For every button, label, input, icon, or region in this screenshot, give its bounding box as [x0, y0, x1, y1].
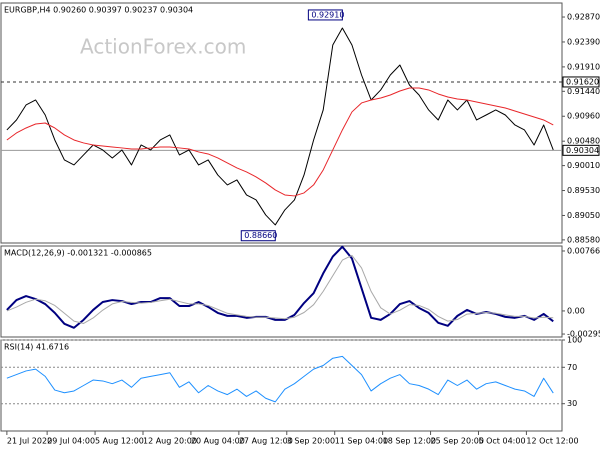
x-tick-label: 11 Sep 04:00: [335, 437, 388, 446]
x-tick-label: 27 Aug 12:00: [239, 437, 293, 446]
y-tick-label: 30: [567, 399, 577, 408]
x-tick-label: 25 Sep 20:00: [431, 437, 484, 446]
x-tick-label: 5 Aug 12:00: [95, 437, 144, 446]
x-tick-label: 3 Sep 20:00: [287, 437, 335, 446]
series-line: [6, 254, 554, 324]
series-line: [6, 355, 554, 403]
panel-title: EURGBP,H4 0.90260 0.90397 0.90237 0.9030…: [4, 6, 193, 15]
panel-title: RSI(14) 41.6716: [4, 343, 69, 352]
y-tick-label: 0.91440: [567, 87, 600, 96]
series-line: [6, 245, 554, 329]
x-tick-label: 12 Aug 20:00: [143, 437, 197, 446]
y-tick-label: -0.002952: [567, 330, 600, 339]
y-tick-label: 0.92390: [567, 37, 600, 46]
price-annotation: 0.92910: [311, 10, 344, 19]
x-tick-label: 12 Oct 12:00: [526, 437, 578, 446]
price-annotation-box: [240, 230, 276, 242]
y-tick-label: 0.00: [567, 306, 585, 315]
watermark: ActionForex.com: [80, 35, 246, 59]
price-annotation-box: [307, 9, 343, 21]
level-label: 0.91620: [566, 77, 599, 86]
x-tick-label: 20 Aug 04:00: [191, 437, 245, 446]
y-tick-label: 0.89050: [567, 211, 600, 220]
level-label-box: [562, 76, 600, 88]
y-tick-label: 0.90480: [567, 137, 600, 146]
y-tick-label: 0.91910: [567, 62, 600, 71]
panel-frame: [0, 2, 563, 244]
y-tick-label: 70: [567, 363, 577, 372]
panel-title: MACD(12,26,9) -0.001321 -0.000865: [4, 249, 152, 258]
panel-frame: [0, 245, 563, 338]
y-tick-label: 0.90960: [567, 112, 600, 121]
y-tick-label: 0.007663: [567, 246, 600, 255]
x-tick-label: 5 Oct 04:00: [478, 437, 525, 446]
y-tick-label: 100: [567, 336, 582, 345]
series-line: [6, 27, 554, 226]
level-label-box: [562, 144, 600, 156]
y-tick-label: 0.90010: [567, 161, 600, 170]
y-tick-label: 0.89530: [567, 186, 600, 195]
x-tick-label: 18 Sep 12:00: [383, 437, 436, 446]
series-line: [6, 87, 554, 197]
price-annotation: 0.88660: [244, 231, 277, 240]
x-tick-label: 21 Jul 2020: [7, 437, 52, 446]
y-tick-label: 0.92870: [567, 13, 600, 22]
y-tick-label: 0.88580: [567, 235, 600, 244]
level-label: 0.90304: [566, 146, 599, 155]
panel-frame: [0, 339, 563, 432]
x-tick-label: 29 Jul 04:00: [47, 437, 95, 446]
